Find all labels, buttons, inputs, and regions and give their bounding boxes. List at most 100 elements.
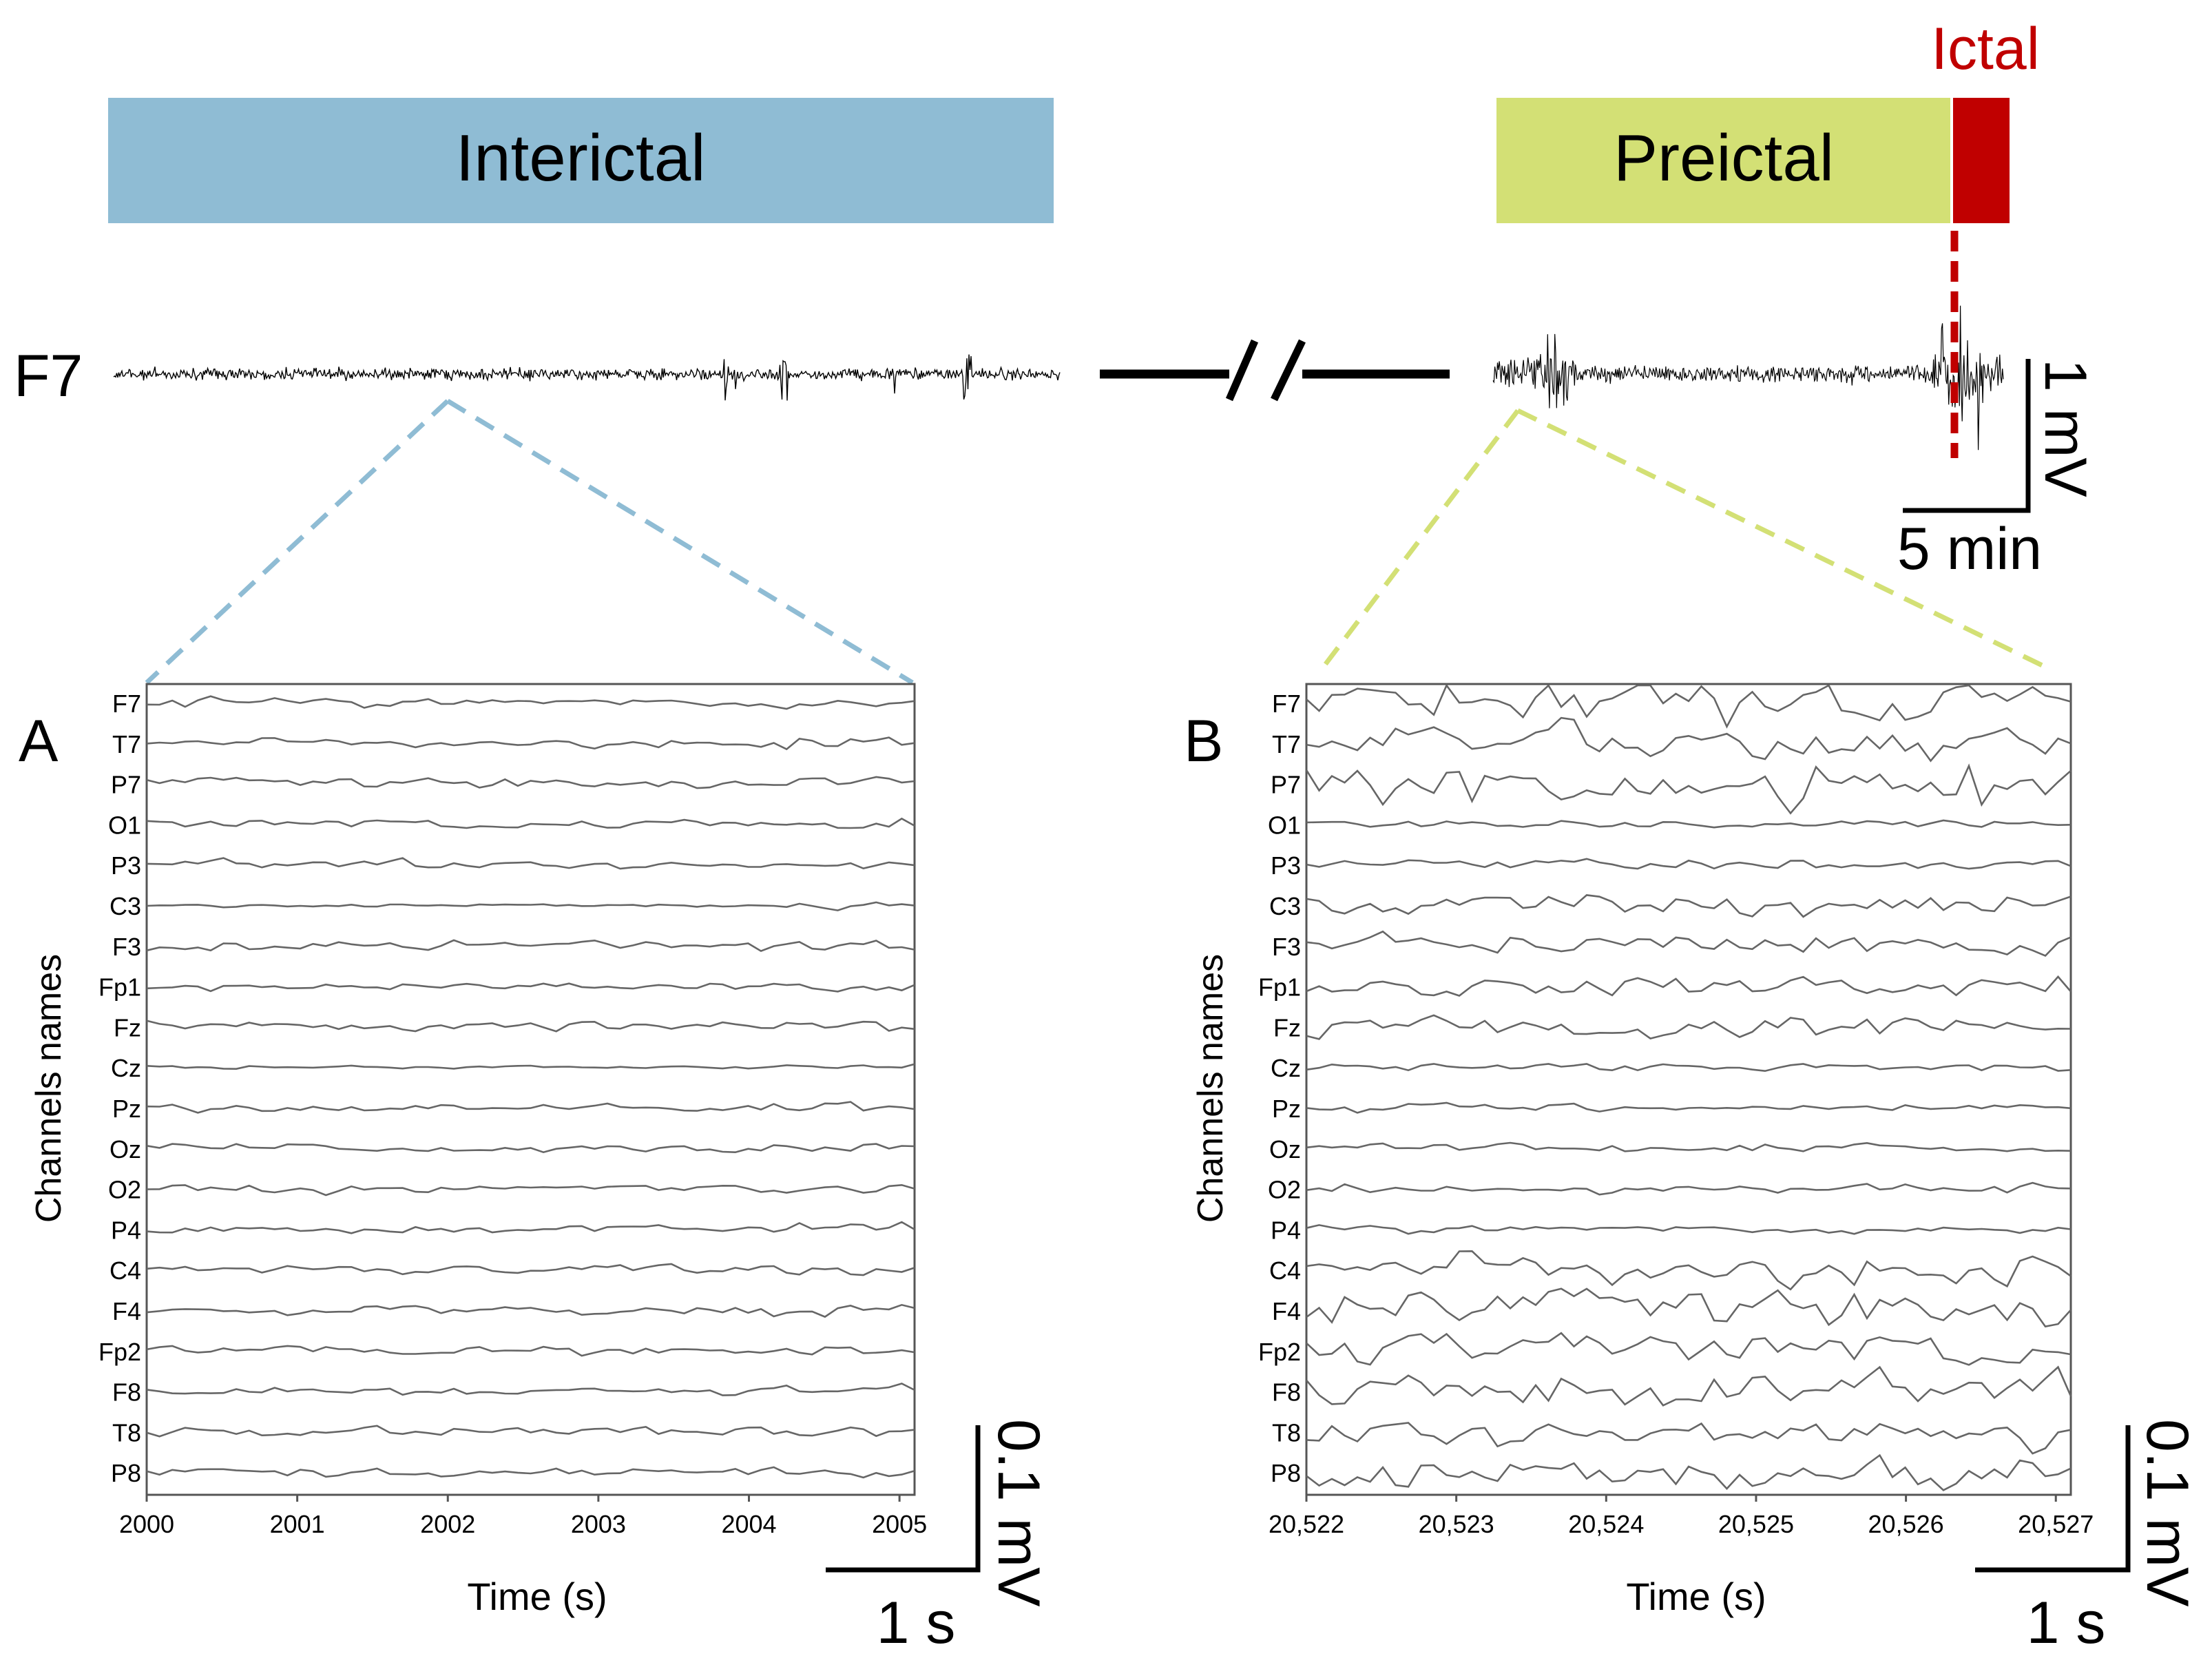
channel-trace: [146, 1383, 915, 1396]
panel-a-scale-amplitude: 0.1 mV: [985, 1419, 1052, 1606]
interictal-bar: [108, 98, 1054, 223]
overview-scale-amplitude: 1 mV: [2032, 359, 2098, 497]
channel-label: F3: [112, 933, 141, 961]
channel-label: Fz: [1273, 1013, 1301, 1042]
channel-label: P7: [1271, 771, 1301, 799]
channel-label: O2: [108, 1176, 141, 1204]
channel-label: F3: [1272, 933, 1301, 961]
channel-trace: [146, 1020, 915, 1033]
channel-label: C3: [1269, 892, 1301, 920]
channel-trace: [146, 736, 915, 751]
channel-label: T8: [1272, 1418, 1301, 1447]
preictal-bar: [1496, 98, 1950, 223]
channel-trace: [1306, 1014, 2072, 1040]
overview-channel-label: F7: [14, 343, 83, 409]
channel-label: Pz: [1272, 1095, 1301, 1123]
panel-a-label: A: [19, 708, 59, 774]
panel-a-scale-bar: 0.1 mV 1 s: [826, 1419, 1052, 1656]
channel-label: Fp2: [1258, 1338, 1301, 1366]
panel-a-traces: [146, 695, 915, 1479]
interictal-label: Interictal: [456, 121, 706, 195]
zoom-connector-b-left: [1319, 408, 1520, 672]
x-tick-label: 20,522: [1269, 1510, 1344, 1538]
x-tick-label: 2003: [571, 1510, 626, 1538]
panel-b-y-ticks: F7 T7 P7 O1 P3 C3 F3 Fp1 Fz Cz Pz Oz O2 P4 C4 F4 Fp2 F8 T8…: [1258, 690, 1301, 1487]
panel-b-xlabel: Time (s): [1626, 1575, 1766, 1618]
x-tick-label: 2002: [420, 1510, 475, 1538]
channel-trace: [1306, 858, 2072, 870]
channel-trace: [146, 1101, 915, 1114]
panel-b-scale-bar: 0.1 mV 1 s: [1975, 1419, 2200, 1656]
x-tick-label: 2001: [270, 1510, 325, 1538]
time-break: [1100, 339, 1450, 402]
channel-label: Fz: [114, 1013, 141, 1042]
channel-label: T7: [112, 730, 141, 758]
zoom-connector-a-right: [446, 399, 914, 685]
channel-label: O1: [108, 811, 141, 839]
channel-label: F8: [1272, 1378, 1301, 1407]
channel-trace: [1306, 819, 2072, 829]
channel-label: F4: [112, 1297, 141, 1325]
overview-scale-bar: 1 mV 5 min: [1897, 359, 2098, 582]
channel-trace: [1306, 1422, 2072, 1455]
channel-label: T8: [112, 1418, 141, 1447]
panel-b-frame: [1305, 683, 2072, 1496]
channel-trace: [1306, 1141, 2072, 1152]
channel-label: P4: [111, 1216, 141, 1244]
channel-trace: [1306, 683, 2072, 729]
channel-trace: [146, 1183, 915, 1197]
panel-b-ylabel: Channels names: [1191, 954, 1231, 1223]
channel-trace: [146, 857, 915, 870]
channel-label: Fp1: [1258, 973, 1301, 1002]
overview-trace-preictal: [1492, 305, 2004, 451]
channel-trace: [146, 1221, 915, 1234]
channel-label: O2: [1268, 1176, 1301, 1204]
channel-label: Oz: [1269, 1135, 1301, 1163]
channel-trace: [146, 1466, 915, 1479]
panel-a-ylabel: Channels names: [29, 954, 69, 1223]
panel-b-traces: [1305, 683, 2072, 1491]
x-tick-label: 2000: [119, 1510, 174, 1538]
panel-a-xlabel: Time (s): [467, 1575, 607, 1618]
channel-label: F7: [112, 690, 141, 718]
channel-trace: [1306, 894, 2072, 918]
panel-b-scale-amplitude: 0.1 mV: [2134, 1419, 2200, 1606]
ictal-label: Ictal: [1931, 16, 2040, 82]
channel-label: C4: [109, 1256, 141, 1285]
channel-trace: [1305, 763, 2072, 815]
x-tick-label: 20,526: [1868, 1510, 1944, 1538]
x-tick-label: 20,523: [1419, 1510, 1494, 1538]
channel-trace: [146, 982, 915, 993]
channel-label: F4: [1272, 1297, 1301, 1325]
channel-trace: [146, 1303, 915, 1318]
channel-trace: [1306, 975, 2072, 997]
ictal-bar: [1953, 98, 2010, 223]
channel-label: P7: [111, 771, 141, 799]
x-tick-label: 20,525: [1718, 1510, 1794, 1538]
channel-trace: [146, 1063, 915, 1070]
x-tick-label: 2004: [721, 1510, 776, 1538]
channel-label: P4: [1271, 1216, 1301, 1244]
channel-trace: [146, 817, 915, 829]
x-tick-label: 20,524: [1568, 1510, 1644, 1538]
channel-label: P8: [111, 1459, 141, 1487]
channel-trace: [1306, 1287, 2072, 1328]
channel-trace: [1306, 1365, 2072, 1407]
channel-trace: [146, 1263, 915, 1276]
channel-trace: [1306, 1224, 2072, 1235]
channel-label: F8: [112, 1378, 141, 1407]
channel-label: Fp2: [98, 1338, 141, 1366]
channel-trace: [1306, 1101, 2072, 1114]
channel-label: T7: [1272, 730, 1301, 758]
panel-a-y-ticks: F7 T7 P7 O1 P3 C3 F3 Fp1 Fz Cz Pz Oz O2 P4 C4 F4 Fp2 F8 T8…: [98, 690, 141, 1487]
panel-a-scale-time: 1 s: [877, 1590, 956, 1656]
panel-b: B F7 T7 P7 O1 P3 C3 F3 Fp1 Fz Cz Pz Oz O2 P4 C4 F4 Fp2 F8…: [1184, 683, 2200, 1656]
channel-trace: [146, 939, 915, 953]
panel-a-frame: [145, 683, 916, 1496]
overview: Interictal Preictal Ictal F7 1 mV 5 min: [14, 16, 2098, 685]
channel-label: P8: [1271, 1459, 1301, 1487]
channel-trace: [146, 901, 915, 911]
zoom-connector-a-left: [145, 399, 450, 685]
channel-trace: [1306, 1332, 2072, 1366]
channel-label: F7: [1272, 690, 1301, 718]
